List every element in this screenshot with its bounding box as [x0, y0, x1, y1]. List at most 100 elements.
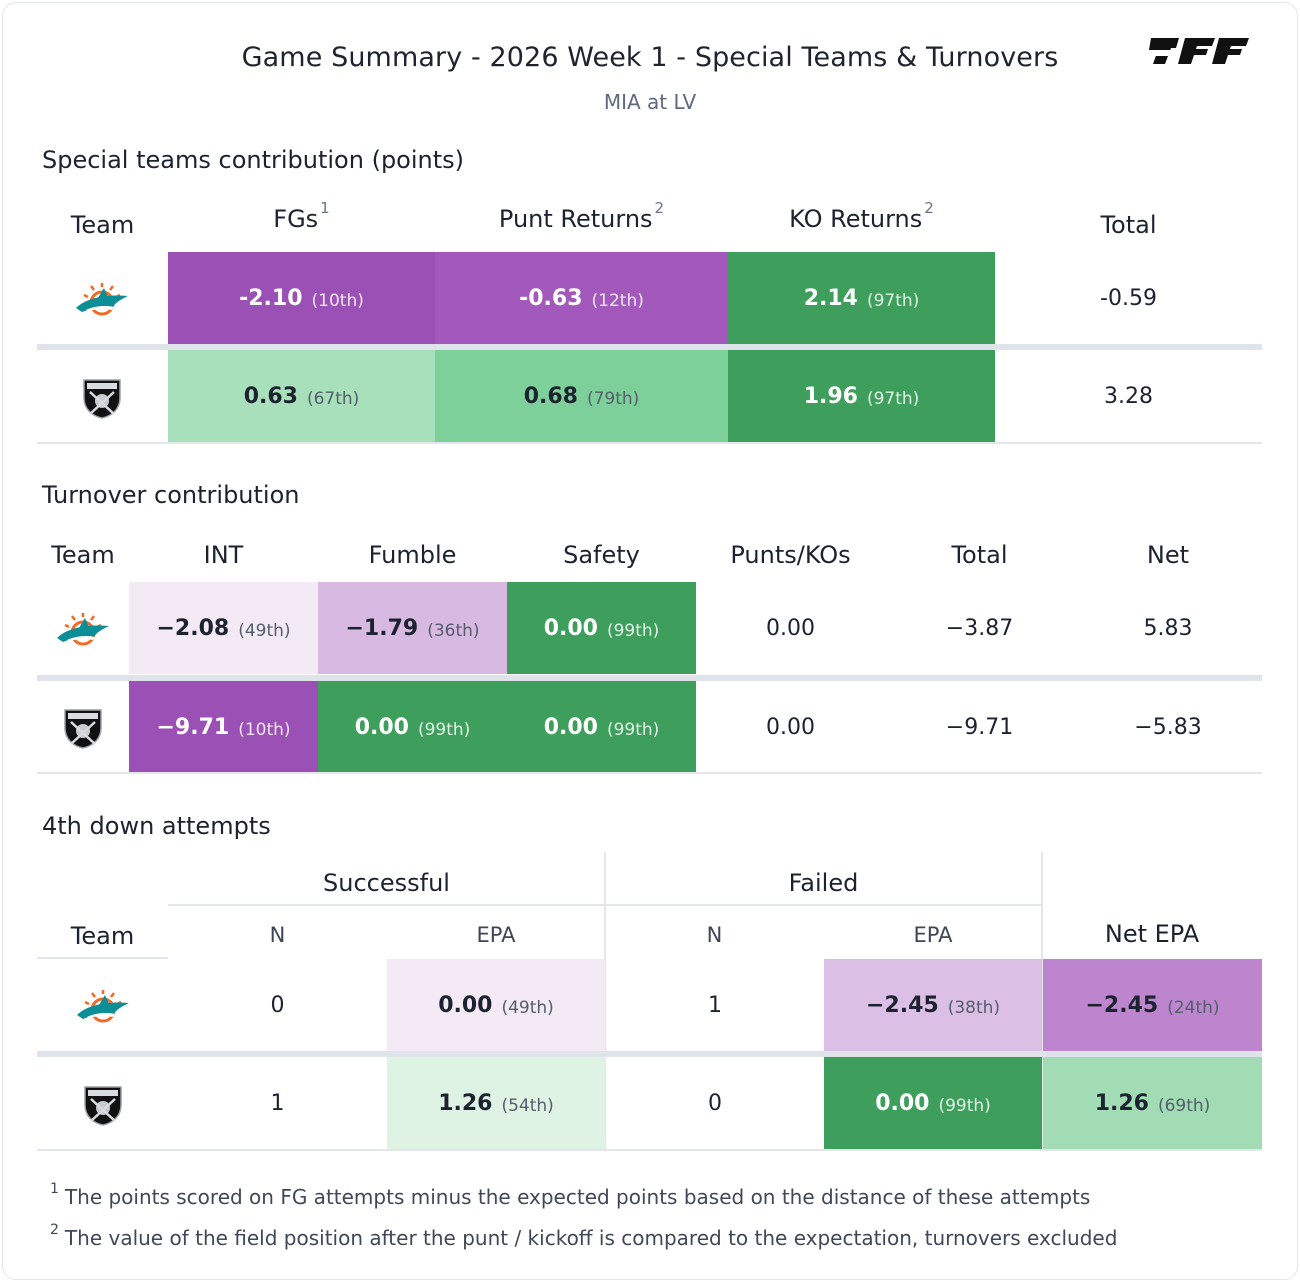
special-teams-title: Special teams contribution (points)	[42, 146, 465, 174]
to-header-team: Team	[51, 541, 115, 569]
st-mia-ko-value: 2.14	[803, 285, 858, 311]
fd-header-f-n: N	[706, 923, 723, 947]
row-divider	[37, 344, 1262, 350]
to-lv-net: −5.83	[1134, 714, 1202, 740]
to-header-fumble: Fumble	[368, 541, 457, 569]
st-lv-punt-rank: (79th)	[586, 389, 640, 409]
table-bottom-border	[37, 442, 1262, 444]
st-lv-ko: 1.96 (97th)	[728, 350, 995, 442]
st-lv-ko-value: 1.96	[803, 383, 858, 409]
fd-mia-net-value: −2.45	[1085, 992, 1159, 1018]
to-lv-int-rank: (10th)	[238, 720, 291, 740]
dolphins-logo	[76, 283, 128, 316]
fourth-down-title: 4th down attempts	[42, 812, 271, 840]
to-mia-fumble-rank: (36th)	[427, 621, 480, 641]
to-mia-punts: 0.00	[766, 615, 815, 641]
to-mia-net: 5.83	[1143, 615, 1193, 641]
st-mia-punt: -0.63 (12th)	[435, 252, 728, 344]
fd-header-s-n: N	[269, 923, 286, 947]
footnote-1: 1 The points scored on FG attempts minus …	[50, 1181, 1091, 1209]
st-mia-punt-value: -0.63	[519, 285, 583, 311]
st-footnote-mark-1: 1	[320, 199, 330, 217]
fd-mia-net: −2.45 (24th)	[1043, 959, 1262, 1051]
st-mia-total: -0.59	[1100, 285, 1157, 311]
footnote-2: 2 The value of the field position after t…	[50, 1222, 1118, 1250]
row-divider	[37, 1051, 1262, 1057]
to-lv-safety: 0.00 (99th)	[507, 681, 696, 773]
to-mia-safety-value: 0.00	[543, 615, 598, 641]
to-mia-int: −2.08 (49th)	[129, 582, 318, 674]
fd-lv-s-n: 1	[270, 1090, 285, 1116]
st-lv-fgs: 0.63 (67th)	[168, 350, 435, 442]
fd-header-failed: Failed	[788, 869, 859, 897]
to-mia-total: −3.87	[945, 615, 1014, 641]
team-header-border	[37, 957, 168, 959]
to-lv-punts: 0.00	[766, 714, 815, 740]
fd-mia-f-epa-rank: (38th)	[947, 998, 1001, 1018]
footnote-2-mark: 2	[50, 1222, 59, 1238]
raiders-logo	[84, 1086, 122, 1126]
to-header-total: Total	[951, 541, 1008, 569]
page-title: Game Summary - 2026 Week 1 - Special Tea…	[241, 42, 1059, 73]
footnote-1-text: The points scored on FG attempts minus t…	[64, 1185, 1091, 1209]
to-mia-int-rank: (49th)	[238, 621, 291, 641]
fd-lv-net: 1.26 (69th)	[1043, 1057, 1262, 1149]
fd-lv-s-epa-rank: (54th)	[501, 1096, 554, 1116]
st-lv-punt-value: 0.68	[523, 383, 578, 409]
to-lv-total: −9.71	[945, 714, 1014, 740]
to-mia-fumble: −1.79 (36th)	[318, 582, 507, 674]
to-lv-int: −9.71 (10th)	[129, 681, 318, 773]
fd-lv-f-epa-value: 0.00	[875, 1090, 930, 1116]
fd-lv-net-value: 1.26	[1094, 1090, 1149, 1116]
st-mia-fgs: -2.10 (10th)	[168, 252, 435, 344]
footnote-2-text: The value of the field position after th…	[64, 1226, 1118, 1250]
raiders-logo	[83, 379, 121, 419]
fd-header-team: Team	[70, 922, 135, 950]
fd-header-net-epa: Net EPA	[1104, 920, 1200, 948]
st-header-ko-label: KO Returns	[789, 205, 923, 233]
table-bottom-border	[37, 1149, 1262, 1151]
dolphins-logo	[57, 613, 109, 646]
raiders-logo	[64, 709, 102, 749]
to-mia-safety: 0.00 (99th)	[507, 582, 696, 674]
fd-mia-f-epa: −2.45 (38th)	[824, 959, 1042, 1051]
fd-lv-f-epa: 0.00 (99th)	[824, 1057, 1042, 1149]
st-mia-punt-rank: (12th)	[591, 291, 644, 311]
fd-mia-s-epa-value: 0.00	[438, 992, 493, 1018]
page-subtitle: MIA at LV	[603, 90, 697, 114]
dolphins-logo	[77, 990, 129, 1023]
turnover-title: Turnover contribution	[42, 481, 300, 509]
st-mia-ko: 2.14 (97th)	[728, 252, 995, 344]
st-header-total: Total	[1100, 211, 1157, 239]
fd-lv-s-epa-value: 1.26	[438, 1090, 493, 1116]
st-lv-fgs-value: 0.63	[243, 383, 298, 409]
fd-header-f-epa: EPA	[913, 923, 953, 947]
fd-lv-s-epa: 1.26 (54th)	[387, 1057, 605, 1149]
st-mia-ko-rank: (97th)	[866, 291, 920, 311]
fd-mia-f-epa-value: −2.45	[865, 992, 939, 1018]
footnote-1-mark: 1	[50, 1181, 59, 1197]
fd-mia-s-epa-rank: (49th)	[501, 998, 554, 1018]
row-divider	[37, 675, 1262, 681]
column-divider	[604, 852, 606, 1150]
to-header-int: INT	[203, 541, 244, 569]
fd-lv-f-epa-rank: (99th)	[938, 1096, 991, 1116]
fd-lv-f-n: 0	[708, 1090, 722, 1116]
to-header-net: Net	[1146, 541, 1190, 569]
st-lv-ko-rank: (97th)	[866, 389, 920, 409]
st-header-punt-label: Punt Returns	[498, 205, 653, 233]
to-lv-safety-value: 0.00	[543, 714, 598, 740]
st-mia-fgs-value: -2.10	[239, 285, 303, 311]
to-mia-fumble-value: −1.79	[345, 615, 419, 641]
st-footnote-mark-2b: 2	[924, 199, 934, 217]
st-lv-punt: 0.68 (79th)	[435, 350, 728, 442]
column-divider	[1041, 852, 1043, 1150]
to-lv-int-value: −9.71	[156, 714, 230, 740]
to-lv-safety-rank: (99th)	[606, 720, 660, 740]
st-header-punt: Punt Returns 2	[435, 199, 728, 233]
to-mia-safety-rank: (99th)	[606, 621, 660, 641]
st-lv-total: 3.28	[1104, 383, 1153, 409]
st-header-team: Team	[70, 211, 135, 239]
to-lv-fumble-rank: (99th)	[417, 720, 471, 740]
to-lv-fumble: 0.00 (99th)	[318, 681, 507, 773]
